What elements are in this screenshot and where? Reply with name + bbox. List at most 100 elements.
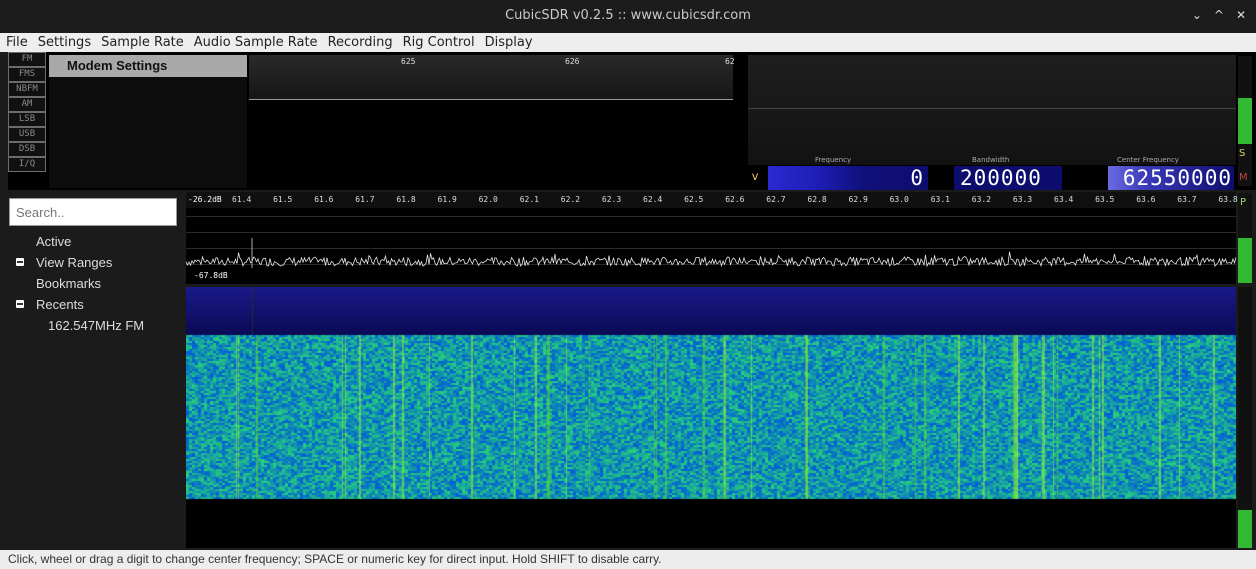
waterfall[interactable] bbox=[186, 287, 1236, 548]
spectrum-tick-label: 61.9 bbox=[437, 195, 457, 204]
close-icon[interactable]: ✕ bbox=[1235, 8, 1246, 22]
spectrum-tick-label: 63.4 bbox=[1054, 195, 1074, 204]
spectrum-tick-label: 62.4 bbox=[643, 195, 663, 204]
tree-item-label: Active bbox=[36, 234, 72, 249]
spectrum-tick-label: 61.4 bbox=[232, 195, 252, 204]
spectrum-tick-label: 62.8 bbox=[807, 195, 827, 204]
spectrum-analyzer[interactable]: -26.2dB -67.8dB 61.4 61.5 61.6 61.7 61.8 61.9… bbox=[186, 192, 1238, 284]
center-frequency-digits[interactable]: 62550000 bbox=[1108, 166, 1234, 190]
waterfall-canvas bbox=[186, 287, 1236, 548]
frequency-digits[interactable]: 0 bbox=[768, 166, 928, 190]
spectrum-line bbox=[186, 251, 1236, 268]
tree-item-label: Bookmarks bbox=[36, 276, 102, 291]
tree-item-bookmarks[interactable]: Bookmarks bbox=[8, 273, 183, 294]
spectrum-tick-label: 62.5 bbox=[684, 195, 704, 204]
waterfall-meter[interactable] bbox=[1238, 287, 1252, 548]
tree-item-active[interactable]: Active bbox=[8, 231, 183, 252]
title-bar: CubicSDR v0.2.5 :: www.cubicsdr.com ⌄ ^ … bbox=[0, 0, 1256, 33]
peak-meter[interactable]: P bbox=[1238, 193, 1252, 283]
mode-button-am[interactable]: AM bbox=[8, 97, 46, 112]
menu-recording[interactable]: Recording bbox=[327, 35, 393, 50]
grid-line bbox=[186, 216, 1236, 217]
minimize-icon[interactable]: ⌄ bbox=[1191, 8, 1202, 22]
menu-display[interactable]: Display bbox=[484, 35, 533, 50]
center-frequency-label: Center Frequency bbox=[1117, 156, 1179, 164]
spectrum-tick-label: 63.7 bbox=[1177, 195, 1197, 204]
expand-icon[interactable] bbox=[16, 258, 24, 266]
mode-button-dsb[interactable]: DSB bbox=[8, 142, 46, 157]
waterfall-meter-fill bbox=[1238, 510, 1252, 548]
tree-item-label: Recents bbox=[36, 297, 84, 312]
frequency-label: Frequency bbox=[815, 156, 852, 164]
grid-line bbox=[186, 248, 1236, 249]
db-bottom-label: -67.8dB bbox=[194, 271, 228, 280]
grid-line bbox=[186, 264, 1236, 265]
scope-tick: 625 bbox=[401, 57, 416, 66]
spectrum-preview-scope[interactable] bbox=[738, 55, 1236, 188]
mode-selector: FM FMS NBFM AM LSB USB DSB I/Q bbox=[8, 52, 46, 172]
mode-button-fm[interactable]: FM bbox=[8, 52, 46, 67]
grid-line bbox=[186, 232, 1236, 233]
preview-line bbox=[748, 108, 1236, 109]
spectrum-trace bbox=[186, 238, 1236, 268]
menu-sample-rate[interactable]: Sample Rate bbox=[101, 35, 184, 50]
preview-band bbox=[748, 55, 1236, 165]
signal-meter-fill bbox=[1238, 98, 1252, 144]
mode-button-lsb[interactable]: LSB bbox=[8, 112, 46, 127]
audio-scope[interactable]: 625 626 62 bbox=[249, 55, 735, 188]
volume-indicator: V bbox=[752, 173, 759, 183]
signal-meter[interactable]: S M bbox=[1238, 56, 1252, 186]
spectrum-tick-label: 62.7 bbox=[766, 195, 786, 204]
menu-rig-control[interactable]: Rig Control bbox=[402, 35, 475, 50]
scope-band bbox=[249, 55, 733, 99]
search-input[interactable] bbox=[9, 198, 177, 226]
spectrum-tick-label: 63.2 bbox=[971, 195, 992, 204]
spectrum-tick-label: 61.5 bbox=[273, 195, 293, 204]
spectrum-tick-label: 62.3 bbox=[601, 195, 622, 204]
frequency-ruler bbox=[186, 192, 1236, 208]
menu-audio-sample-rate[interactable]: Audio Sample Rate bbox=[193, 35, 318, 50]
status-bar: Click, wheel or drag a digit to change c… bbox=[0, 550, 1256, 569]
modem-settings-header[interactable]: Modem Settings bbox=[49, 55, 247, 77]
peak-label: P bbox=[1240, 197, 1247, 208]
scope-tick: 626 bbox=[565, 57, 580, 66]
spectrum-tick-label: 63.8 bbox=[1218, 195, 1238, 204]
mode-button-usb[interactable]: USB bbox=[8, 127, 46, 142]
modem-settings-panel: Modem Settings bbox=[49, 55, 247, 188]
db-top-label: -26.2dB bbox=[188, 195, 222, 204]
tree-item-recents[interactable]: Recents bbox=[8, 294, 183, 315]
spectrum-tick-label: 62.2 bbox=[560, 195, 581, 204]
bandwidth-label: Bandwidth bbox=[972, 156, 1010, 164]
peak-meter-fill bbox=[1238, 238, 1252, 283]
spectrum-tick-label: 63.0 bbox=[889, 195, 909, 204]
tree-item-label: View Ranges bbox=[36, 255, 113, 270]
squelch-label: S bbox=[1239, 148, 1246, 159]
menu-settings[interactable]: Settings bbox=[37, 35, 92, 50]
collapse-icon[interactable] bbox=[16, 300, 24, 308]
mode-button-nbfm[interactable]: NBFM bbox=[8, 82, 46, 97]
spectrum-tick-label: 62.6 bbox=[725, 195, 745, 204]
spectrum-tick-label: 63.6 bbox=[1136, 195, 1156, 204]
scope-line bbox=[249, 99, 733, 100]
bookmark-panel bbox=[8, 193, 183, 548]
maximize-icon[interactable]: ^ bbox=[1213, 8, 1224, 22]
mode-button-fms[interactable]: FMS bbox=[8, 67, 46, 82]
spectrum-tick-label: 61.6 bbox=[314, 195, 334, 204]
tree-item-label: 162.547MHz FM bbox=[48, 318, 145, 333]
tree-item-view-ranges[interactable]: View Ranges bbox=[8, 252, 183, 273]
spectrum-tick-label: 62.1 bbox=[519, 195, 539, 204]
spectrum-tick-label: 62.9 bbox=[848, 195, 868, 204]
menu-file[interactable]: File bbox=[6, 35, 28, 50]
tree-item-recent-entry[interactable]: 162.547MHz FM bbox=[8, 315, 183, 336]
mode-button-iq[interactable]: I/Q bbox=[8, 157, 46, 172]
spectrum-tick-label: 63.3 bbox=[1012, 195, 1033, 204]
spectrum-tick-label: 63.5 bbox=[1095, 195, 1115, 204]
bookmark-tree: Active View Ranges Bookmarks Recents 162… bbox=[8, 231, 183, 336]
window-controls: ⌄ ^ ✕ bbox=[1192, 8, 1246, 22]
spectrum-tick-label: 63.1 bbox=[930, 195, 950, 204]
scope-tick: 62 bbox=[725, 57, 735, 66]
bandwidth-digits[interactable]: 200000 bbox=[954, 166, 1062, 190]
window-title: CubicSDR v0.2.5 :: www.cubicsdr.com bbox=[505, 8, 751, 23]
mute-label: M bbox=[1239, 172, 1248, 183]
spectrum-tick-label: 62.0 bbox=[478, 195, 498, 204]
